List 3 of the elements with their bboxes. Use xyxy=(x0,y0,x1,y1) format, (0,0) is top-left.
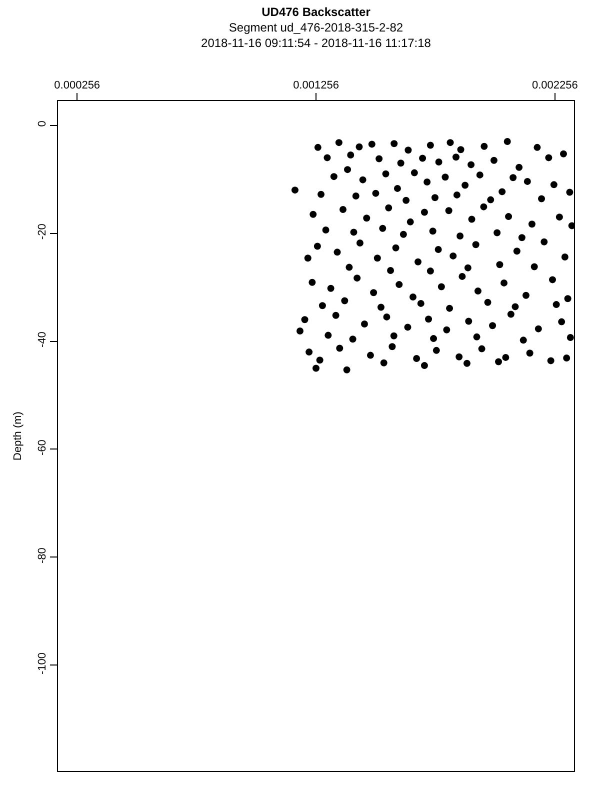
y-tick-label: -100 xyxy=(36,652,49,675)
y-tick-label: -80 xyxy=(36,548,49,564)
x-tick-label: 0.002256 xyxy=(532,80,578,92)
